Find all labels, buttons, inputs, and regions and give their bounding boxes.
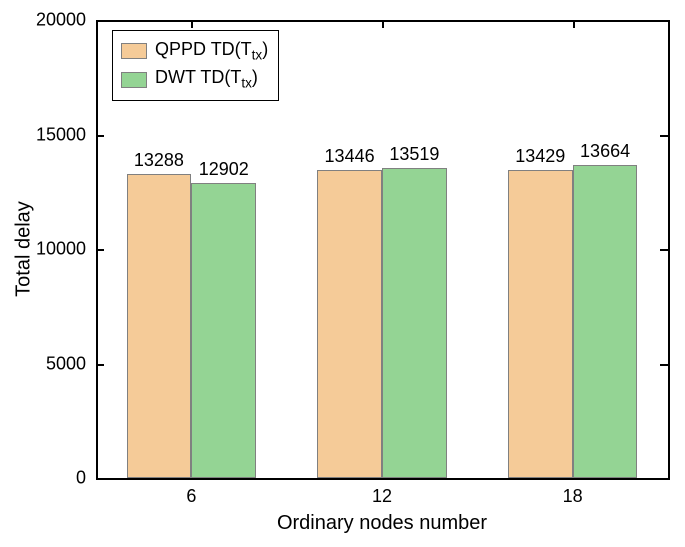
bar-value-label: 13429 <box>515 146 565 167</box>
y-tick <box>96 478 104 480</box>
legend: QPPD TD(Ttx)DWT TD(Ttx) <box>112 30 279 101</box>
y-tick <box>96 135 104 137</box>
bar <box>573 165 638 478</box>
bar <box>508 170 573 478</box>
legend-item: DWT TD(Ttx) <box>121 65 268 93</box>
y-tick <box>96 20 104 22</box>
legend-label: DWT TD(Ttx) <box>155 65 258 93</box>
legend-swatch <box>121 72 147 88</box>
bar-value-label: 13288 <box>134 150 184 171</box>
bar-value-label: 13664 <box>580 141 630 162</box>
legend-label: QPPD TD(Ttx) <box>155 37 268 65</box>
y-tick <box>96 364 104 366</box>
y-tick <box>660 20 668 22</box>
y-tick <box>96 249 104 251</box>
bar <box>382 168 447 478</box>
x-tick-label: 18 <box>563 486 583 507</box>
legend-swatch <box>121 43 147 59</box>
bar-value-label: 12902 <box>199 159 249 180</box>
x-axis <box>96 478 668 480</box>
bar <box>191 183 256 478</box>
x-axis-label: Ordinary nodes number <box>277 512 487 535</box>
y-tick-label: 0 <box>0 468 86 489</box>
bar-value-label: 13446 <box>325 146 375 167</box>
axis-right <box>668 20 670 480</box>
y-tick-label: 20000 <box>0 10 86 31</box>
x-tick-label: 12 <box>372 486 392 507</box>
y-tick <box>660 135 668 137</box>
legend-item: QPPD TD(Ttx) <box>121 37 268 65</box>
bar-chart: 0500010000150002000061218Total delayOrdi… <box>0 0 685 547</box>
y-tick-label: 15000 <box>0 124 86 145</box>
x-tick-label: 6 <box>186 486 196 507</box>
bar <box>127 174 192 478</box>
x-tick <box>191 20 193 28</box>
y-tick <box>660 364 668 366</box>
y-tick <box>660 478 668 480</box>
x-tick <box>573 20 575 28</box>
bar <box>317 170 382 478</box>
x-tick <box>382 20 384 28</box>
bar-value-label: 13519 <box>389 144 439 165</box>
y-axis-label: Total delay <box>13 201 36 297</box>
y-tick <box>660 249 668 251</box>
y-tick-label: 5000 <box>0 353 86 374</box>
